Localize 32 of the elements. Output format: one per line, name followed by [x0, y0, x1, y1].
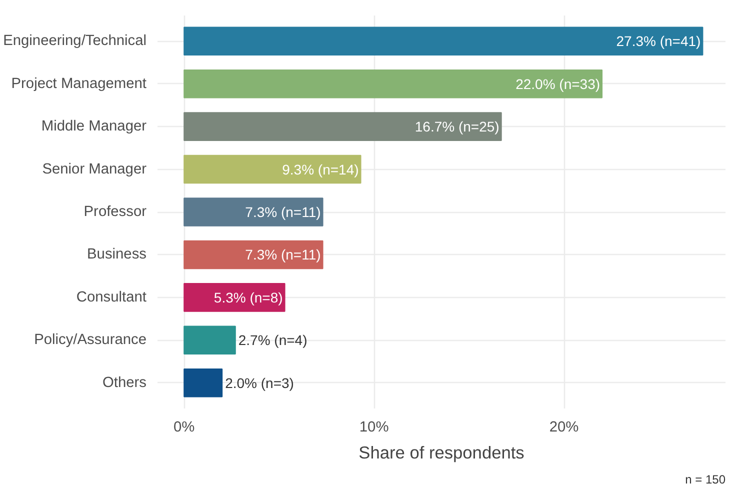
y-tick-label: Professor: [84, 204, 147, 220]
data-label: 27.3% (n=41): [616, 33, 701, 50]
y-tick-label: Others: [102, 374, 146, 391]
bar: [184, 326, 236, 355]
data-label: 22.0% (n=33): [516, 76, 600, 92]
y-tick-label: Engineering/Technical: [3, 33, 147, 50]
x-tick-label: 0%: [174, 420, 195, 436]
x-axis-title: Share of respondents: [358, 442, 525, 462]
data-label: 5.3% (n=8): [214, 289, 283, 306]
data-label: 2.0% (n=3): [225, 374, 294, 391]
x-tick-label: 10%: [359, 420, 389, 436]
x-tick-label: 20%: [549, 420, 579, 436]
y-tick-label: Business: [87, 246, 147, 263]
data-label: 9.3% (n=14): [282, 161, 359, 178]
y-tick-label: Middle Manager: [41, 118, 147, 135]
text: n = 150: [685, 472, 726, 486]
bar: [184, 368, 223, 398]
y-tick-label: Policy/Assurance: [34, 332, 147, 348]
bar: [184, 283, 286, 312]
data-label: 7.3% (n=11): [245, 204, 321, 220]
y-tick-label: Senior Manager: [42, 161, 147, 178]
bar: [184, 240, 324, 270]
bar: [184, 112, 502, 141]
data-label: 16.7% (n=25): [414, 118, 500, 135]
y-tick-label: Consultant: [76, 289, 147, 306]
bar: [184, 69, 603, 98]
data-label: 2.7% (n=4): [238, 332, 308, 348]
bar: [184, 26, 704, 56]
bar: [184, 154, 362, 184]
y-tick-label: Project Management: [11, 76, 146, 92]
data-label: 7.3% (n=11): [245, 246, 321, 263]
bar: [184, 198, 324, 226]
